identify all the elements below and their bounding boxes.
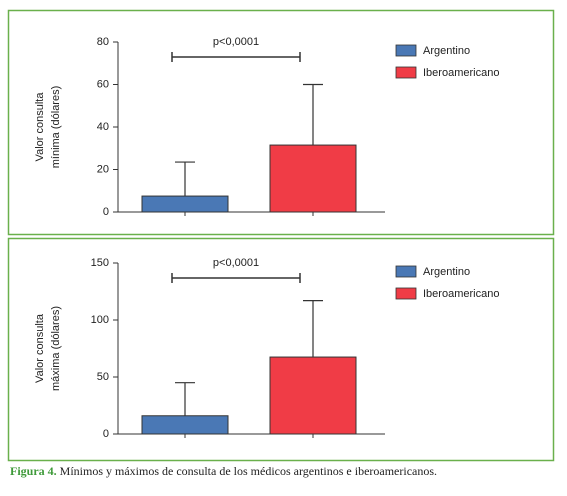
- caption-text: Mínimos y máximos de consulta de los méd…: [60, 464, 437, 478]
- error-bar: [175, 382, 195, 416]
- y-tick-label: 40: [97, 121, 109, 133]
- legend-label: Iberoamericano: [423, 288, 499, 300]
- y-tick-label: 100: [91, 314, 109, 326]
- legend-label: Iberoamericano: [423, 67, 499, 79]
- y-tick-label: 50: [97, 371, 109, 383]
- y-axis-label: Valor consulta mínima (dólares): [34, 86, 62, 169]
- bar: [141, 195, 229, 213]
- y-tick-label: 20: [97, 163, 109, 175]
- y-tick-label: 0: [103, 206, 109, 218]
- significance-bracket: [171, 273, 301, 283]
- legend-swatch: [395, 265, 417, 278]
- error-bar: [175, 161, 195, 197]
- legend-swatch: [395, 287, 417, 300]
- error-bar: [303, 300, 323, 358]
- bar: [269, 356, 357, 435]
- caption-label: Figura 4.: [10, 464, 57, 478]
- y-axis-label-line: mínima (dólares): [50, 86, 62, 169]
- y-tick-label: 0: [103, 428, 109, 440]
- annotation: p<0,0001: [213, 36, 259, 48]
- y-axis-label: Valor consulta máxima (dólares): [34, 306, 62, 391]
- y-axis-label-line: Valor consulta: [34, 313, 46, 383]
- legend-swatch: [395, 44, 417, 57]
- significance-bracket: [171, 52, 301, 62]
- y-tick-label: 150: [91, 257, 109, 269]
- panel: [7, 9, 555, 236]
- legend-label: Argentino: [423, 266, 470, 278]
- legend-swatch: [395, 66, 417, 79]
- caption: Figura 4. Mínimos y máximos de consulta …: [10, 464, 437, 478]
- y-axis-label-line: máxima (dólares): [50, 306, 62, 391]
- error-bar: [303, 83, 323, 146]
- bar: [269, 144, 357, 213]
- annotation: p<0,0001: [213, 257, 259, 269]
- legend-label: Argentino: [423, 45, 470, 57]
- bar: [141, 415, 229, 435]
- y-axis-label-line: Valor consulta: [34, 92, 46, 162]
- y-tick-label: 80: [97, 36, 109, 48]
- y-tick-label: 60: [97, 78, 109, 90]
- panel: [7, 237, 555, 462]
